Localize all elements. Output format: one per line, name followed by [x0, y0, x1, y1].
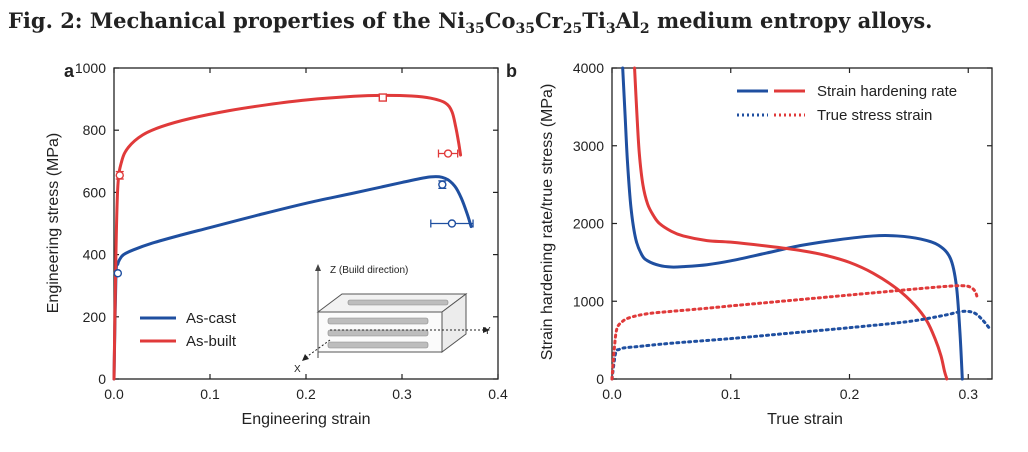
title-subscript: 25 — [562, 21, 583, 38]
panel-b-x-tick-label: 0.2 — [840, 386, 860, 402]
inset-x-arrowhead — [302, 354, 309, 361]
title-text-part: Ti — [582, 8, 606, 33]
panel-a-y-tick-label: 800 — [83, 122, 107, 138]
marker-circle — [443, 149, 453, 158]
panel-b-line-strain-hardening-rate-as-built — [633, 66, 949, 381]
panel-a-y-tick-label: 200 — [83, 309, 107, 325]
marker-circle — [447, 219, 457, 228]
title-text-part: Al — [615, 8, 640, 33]
panel-b-y-tick-label: 4000 — [573, 60, 604, 76]
panel-a-inset-specimen: Z (Build direction) Y X — [294, 264, 491, 375]
inset-z-arrowhead — [315, 264, 321, 271]
panel-b-legend: Strain hardening rate True stress strain — [737, 83, 957, 124]
figure-title: Fig. 2: Mechanical properties of the Ni3… — [8, 8, 933, 37]
panel-a-y-tick-label: 600 — [83, 184, 107, 200]
title-text-part: Mechanical properties of the Ni — [89, 8, 466, 33]
title-text-part: Cr — [534, 8, 563, 33]
inset-z-label: Z (Build direction) — [330, 265, 408, 276]
panel-a-x-tick-label: 0.4 — [488, 386, 508, 402]
panel-a-x-tick-label: 0.3 — [392, 386, 412, 402]
panel-b-y-tick-label: 0 — [596, 371, 604, 387]
panel-b-chart: b 0.0 0.1 0.2 0.3 0 1000 2000 3000 4000 True str… — [506, 60, 993, 428]
inset-tensile-bars — [327, 299, 449, 349]
panel-a-markers — [113, 93, 474, 278]
panel-b-x-axis-label: True strain — [767, 411, 843, 428]
title-subscript: 35 — [465, 21, 485, 38]
title-subscript: 2 — [639, 21, 650, 38]
inset-y-label: Y — [484, 326, 491, 337]
title-text-part: medium entropy alloys. — [649, 8, 933, 33]
marker-circle — [115, 171, 124, 180]
panel-a-x-axis-label: Engineering strain — [242, 411, 371, 428]
marker-square — [378, 93, 387, 102]
panel-b-line-true-stress-strain-as-built — [610, 284, 980, 381]
panel-a-x-tick-label: 0.1 — [200, 386, 220, 402]
panel-a-y-axis-label: Engineering stress (MPa) — [45, 133, 62, 314]
inset-x-axis — [304, 339, 331, 359]
panel-a-chart: a 0.0 0.1 0.2 0.3 0.4 0 200 400 600 800 1000 Engin… — [45, 60, 508, 428]
panel-a-y-tick-label: 400 — [83, 247, 107, 263]
inset-y-arrowhead — [483, 327, 490, 333]
legend-label-as-cast: As-cast — [186, 310, 237, 327]
panel-a-y-tick-label: 0 — [98, 371, 106, 387]
title-text-part: Co — [484, 8, 516, 33]
panel-a-line-as-cast — [112, 175, 473, 381]
panel-a-letter: a — [64, 61, 75, 81]
legend-label-true-stress-strain: True stress strain — [817, 107, 932, 124]
title-subscript: 35 — [515, 21, 535, 38]
panel-b-x-tick-label: 0.0 — [602, 386, 622, 402]
panel-b-x-tick-label: 0.1 — [721, 386, 741, 402]
panel-a-series — [112, 93, 473, 381]
panel-b-series — [610, 66, 992, 381]
inset-block-side — [441, 293, 467, 353]
legend-label-strain-hardening-rate: Strain hardening rate — [817, 83, 957, 100]
marker-circle — [113, 269, 123, 278]
panel-a-line-as-built — [112, 93, 463, 381]
title-subscript: 3 — [605, 21, 616, 38]
panel-b-y-tick-label: 2000 — [573, 216, 604, 232]
inset-x-label: X — [294, 364, 301, 375]
panel-b-line-strain-hardening-rate-as-cast — [621, 66, 964, 381]
panel-a-y-tick-label: 1000 — [75, 60, 106, 76]
panel-b-line-true-stress-strain-as-cast — [610, 309, 992, 381]
panel-b-x-tick-label: 0.3 — [959, 386, 979, 402]
figure-title-text: Mechanical properties of the Ni35Co35Cr2… — [89, 8, 933, 37]
panel-a-legend: As-cast As-built — [140, 310, 237, 350]
panel-b-letter: b — [506, 61, 517, 81]
panel-b-y-tick-label: 3000 — [573, 138, 604, 154]
panel-a-axes: 0.0 0.1 0.2 0.3 0.4 0 200 400 600 800 1000 — [75, 60, 508, 402]
panel-b-y-axis-label: Strain hardening rate/true stress (MPa) — [539, 84, 556, 361]
panel-a-x-tick-label: 0.0 — [104, 386, 124, 402]
panel-a-x-tick-label: 0.2 — [296, 386, 316, 402]
legend-label-as-built: As-built — [186, 333, 237, 350]
figure-title-prefix: Fig. 2: — [8, 8, 90, 33]
panel-b-y-tick-label: 1000 — [573, 293, 604, 309]
marker-circle — [438, 180, 447, 189]
